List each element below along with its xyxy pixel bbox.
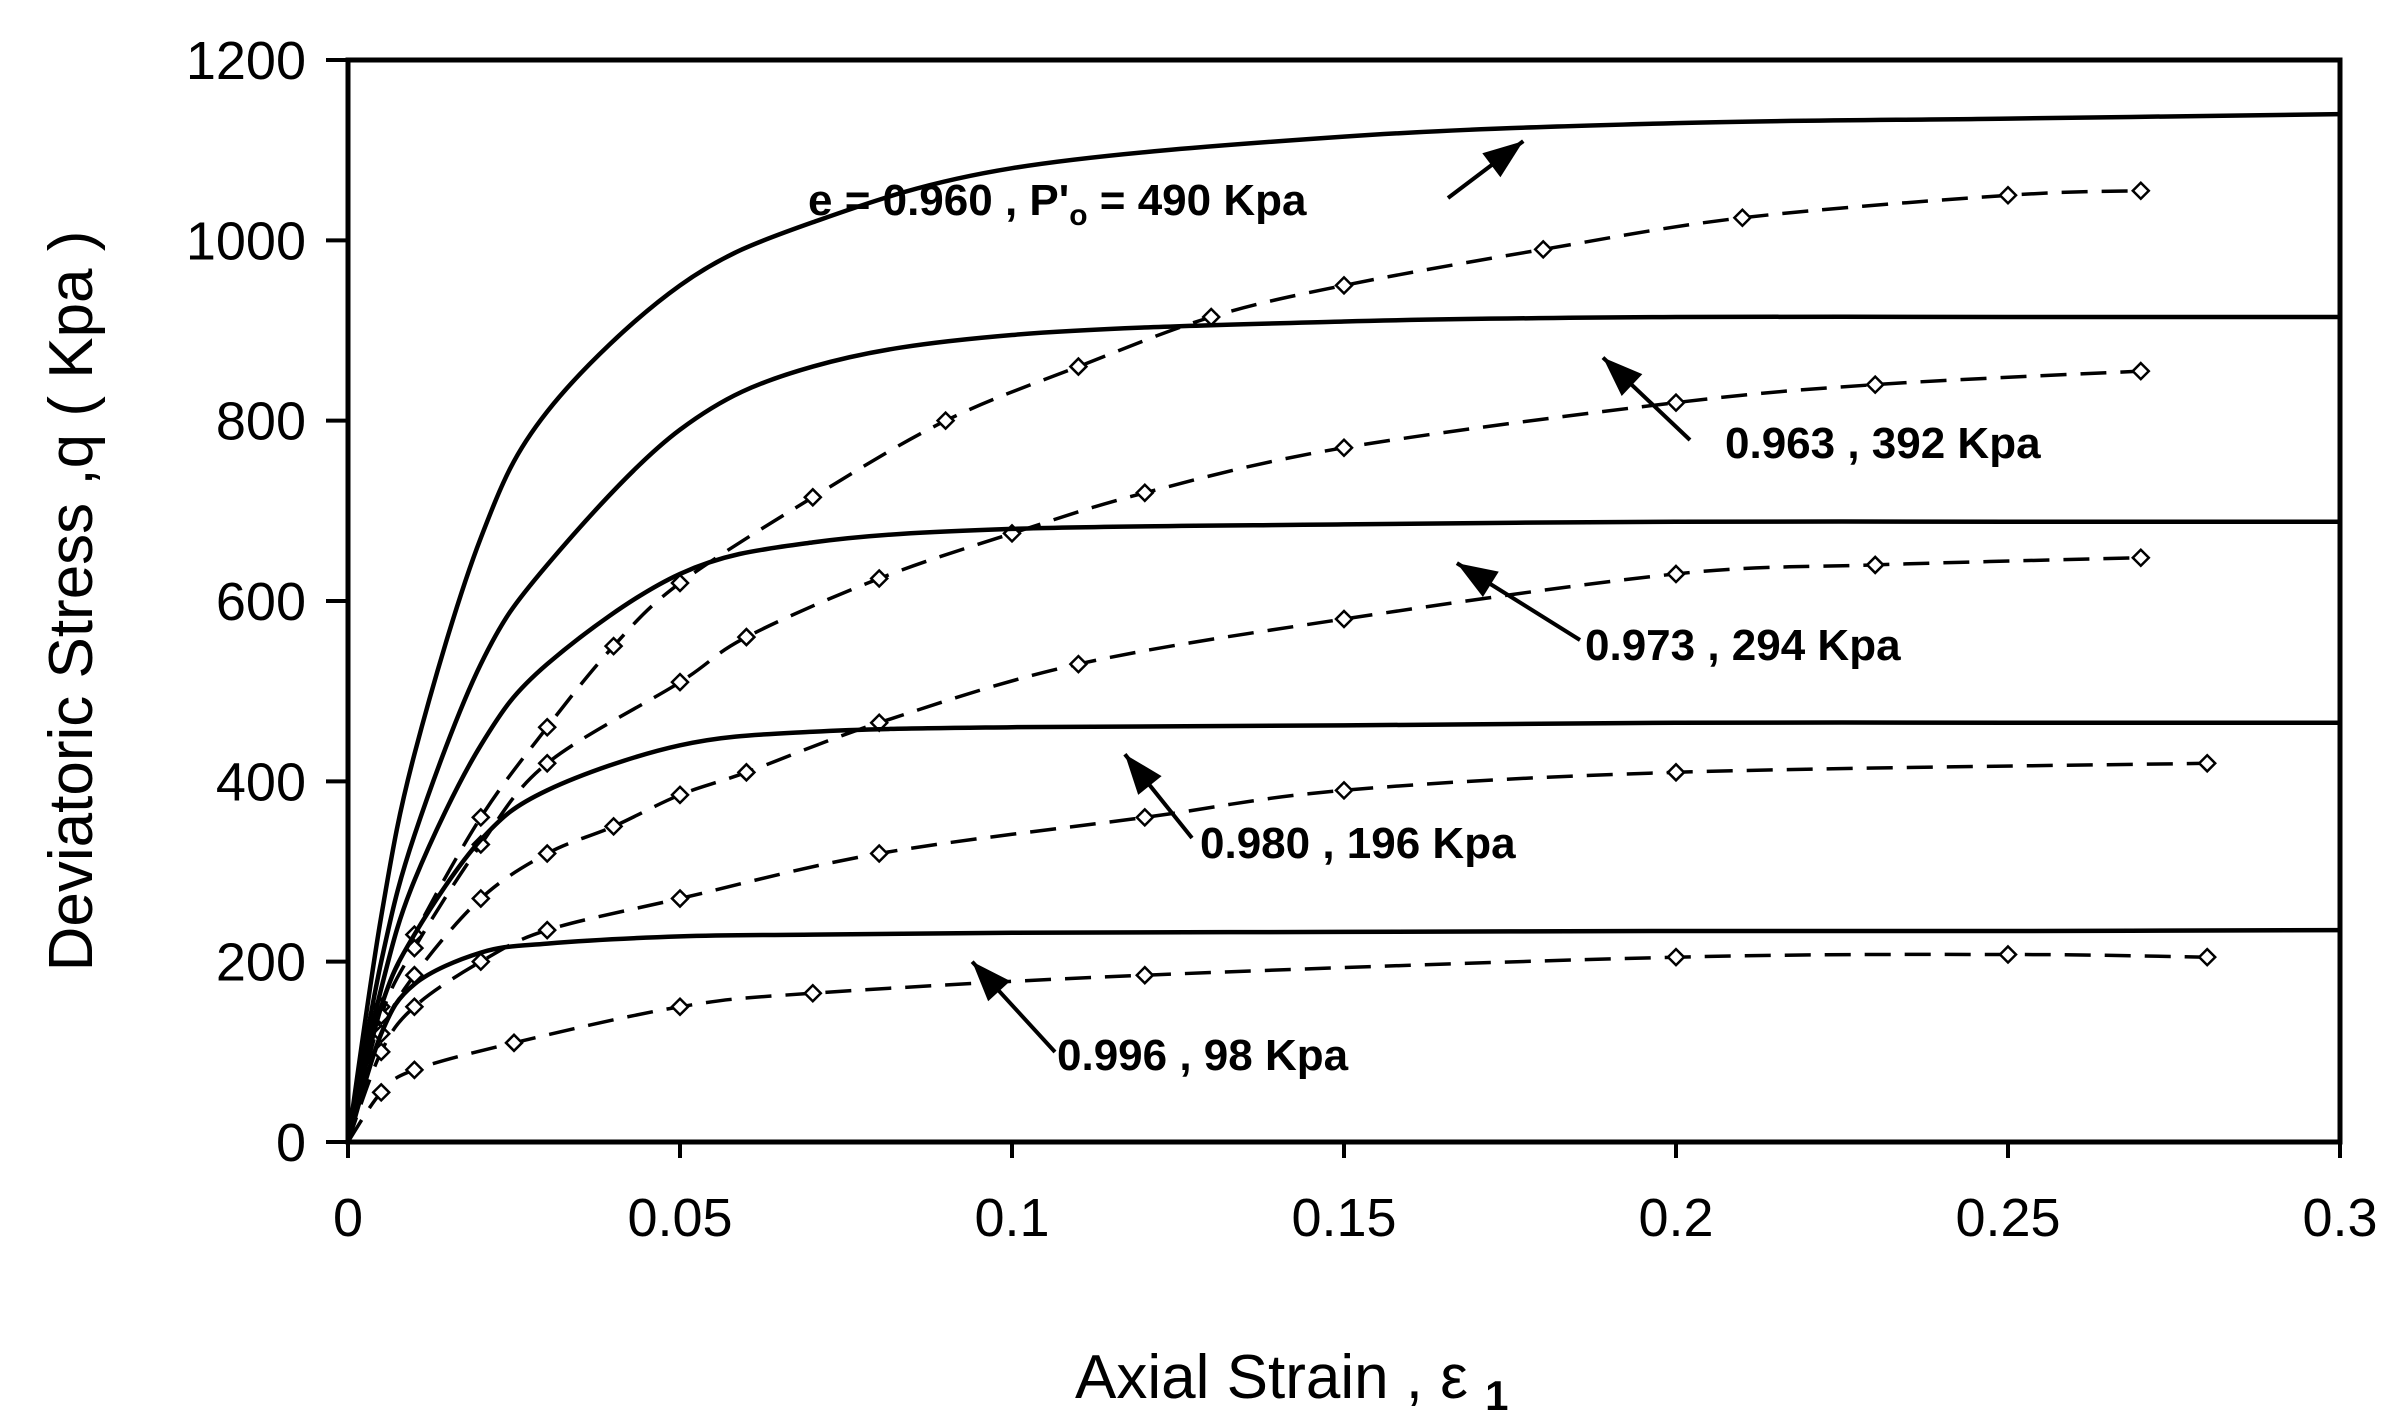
data-point-marker — [935, 410, 956, 431]
x-tick-label: 0.25 — [1955, 1188, 2060, 1248]
x-tick-label: 0.15 — [1291, 1188, 1396, 1248]
annotation-arrow-head — [1124, 754, 1162, 795]
annotation-text: 0.980 , 196 Kpa — [1200, 819, 1516, 868]
data-point-marker — [1135, 965, 1155, 985]
plot-frame — [345, 57, 2343, 1145]
data-point-marker — [1334, 275, 1354, 296]
data-point-marker — [1135, 807, 1155, 828]
data-point-marker — [670, 996, 690, 1017]
model-series-line-2 — [345, 314, 2340, 1143]
data-point-marker — [1732, 208, 1753, 228]
x-axis-label: Axial Strain , ε — [1075, 1343, 1468, 1412]
x-axis-label-subscript: 1 — [1485, 1372, 1508, 1414]
data-point-marker — [404, 996, 425, 1017]
data-point-marker — [670, 888, 690, 909]
curve-annotation-4: 0.996 , 98 Kpa — [1057, 1031, 1349, 1080]
data-point-marker — [537, 753, 557, 774]
annotation-text: 0.973 , 294 Kpa — [1585, 621, 1901, 670]
annotation-layer: e = 0.960 , P'o = 490 Kpa 0.963 , 392 Kpa… — [808, 139, 2041, 1080]
data-point-marker — [670, 672, 690, 692]
data-point-marker — [504, 1033, 524, 1053]
data-point-marker — [1666, 392, 1686, 413]
data-point-marker — [537, 717, 557, 738]
data-point-marker — [1068, 356, 1089, 377]
curve-annotation-3: 0.980 , 196 Kpa — [1200, 819, 1516, 868]
x-tick-label: 0.2 — [1638, 1188, 1713, 1248]
data-point-marker — [1068, 654, 1089, 674]
series-layer — [345, 111, 2341, 1143]
experimental-series-line-9 — [346, 952, 2208, 1143]
data-point-marker — [1666, 947, 1686, 967]
data-point-marker — [1334, 437, 1354, 458]
annotation-text-tail: = 490 Kpa — [1088, 176, 1307, 225]
tick-layer: 0 0.05 0.1 0.15 0.2 0.25 0.3 0 200 400 600 800 1000 1… — [186, 31, 2378, 1248]
data-point-marker — [869, 843, 889, 864]
y-tick-label: 200 — [216, 933, 306, 993]
data-point-marker — [2131, 180, 2151, 201]
data-point-marker — [471, 807, 491, 828]
annotation-arrow-head — [1602, 357, 1643, 396]
annotation-text: 0.963 , 392 Kpa — [1725, 419, 2041, 468]
curve-annotation-2: 0.973 , 294 Kpa — [1585, 621, 1901, 670]
data-point-marker — [736, 627, 757, 647]
data-point-marker — [670, 573, 690, 593]
data-point-marker — [803, 487, 823, 508]
model-series-line-8 — [345, 927, 2341, 1143]
data-point-marker — [1533, 239, 1553, 260]
data-point-marker — [1998, 185, 2018, 206]
x-tick-label: 0.1 — [974, 1188, 1049, 1248]
y-tick-label: 1200 — [186, 31, 306, 91]
curve-annotation-0: e = 0.960 , P'o = 490 Kpa — [808, 176, 1307, 232]
y-tick-label: 600 — [216, 572, 306, 632]
data-point-marker — [1201, 307, 1221, 327]
annotation-arrow-head — [1456, 563, 1499, 598]
data-point-marker — [1666, 762, 1686, 783]
annotation-text: 0.996 , 98 Kpa — [1057, 1031, 1349, 1080]
data-point-marker — [1334, 609, 1354, 629]
x-tick-label: 0.05 — [627, 1188, 732, 1248]
data-point-marker — [471, 834, 491, 855]
data-point-marker — [537, 920, 557, 940]
annotation-text: e = 0.960 , P' — [808, 176, 1069, 225]
curve-annotation-1: 0.963 , 392 Kpa — [1725, 419, 2041, 468]
data-point-marker — [869, 568, 889, 589]
y-axis-title: Deviatoric Stress ,q ( Kpa ) — [37, 231, 106, 972]
data-point-marker — [371, 1082, 391, 1103]
data-point-marker — [1666, 564, 1686, 584]
data-point-marker — [1865, 374, 1885, 395]
x-axis-title: Axial Strain , ε 1 — [1075, 1343, 1508, 1414]
data-point-marker — [537, 843, 557, 864]
data-point-marker — [1135, 483, 1155, 503]
experimental-series-line-3 — [346, 369, 2141, 1143]
data-point-marker — [1998, 944, 2018, 965]
data-point-marker — [736, 762, 757, 783]
data-point-marker — [603, 636, 624, 656]
data-point-marker — [1334, 780, 1354, 801]
data-point-marker — [404, 1060, 425, 1080]
model-series-line-0 — [345, 111, 2341, 1143]
x-tick-label: 0.3 — [2302, 1188, 2377, 1248]
data-point-marker — [471, 888, 491, 909]
data-point-marker — [803, 983, 823, 1003]
x-tick-label: 0 — [333, 1188, 363, 1248]
data-point-marker — [2131, 361, 2151, 381]
data-point-marker — [603, 816, 624, 837]
model-series-line-4 — [345, 519, 2340, 1143]
model-series-line-6 — [345, 720, 2340, 1143]
y-tick-label: 800 — [216, 392, 306, 452]
y-tick-label: 1000 — [186, 211, 306, 271]
data-point-marker — [1865, 555, 1885, 575]
data-point-marker — [670, 785, 690, 805]
annotation-arrow-head — [1482, 141, 1524, 178]
data-point-marker — [471, 951, 491, 972]
data-point-marker — [2197, 753, 2217, 774]
y-tick-label: 0 — [276, 1113, 306, 1173]
data-point-marker — [2131, 547, 2151, 568]
annotation-arrow-head — [972, 961, 1011, 1002]
y-tick-label: 400 — [216, 752, 306, 812]
data-point-marker — [2197, 947, 2217, 967]
annotation-subscript: o — [1069, 199, 1087, 232]
